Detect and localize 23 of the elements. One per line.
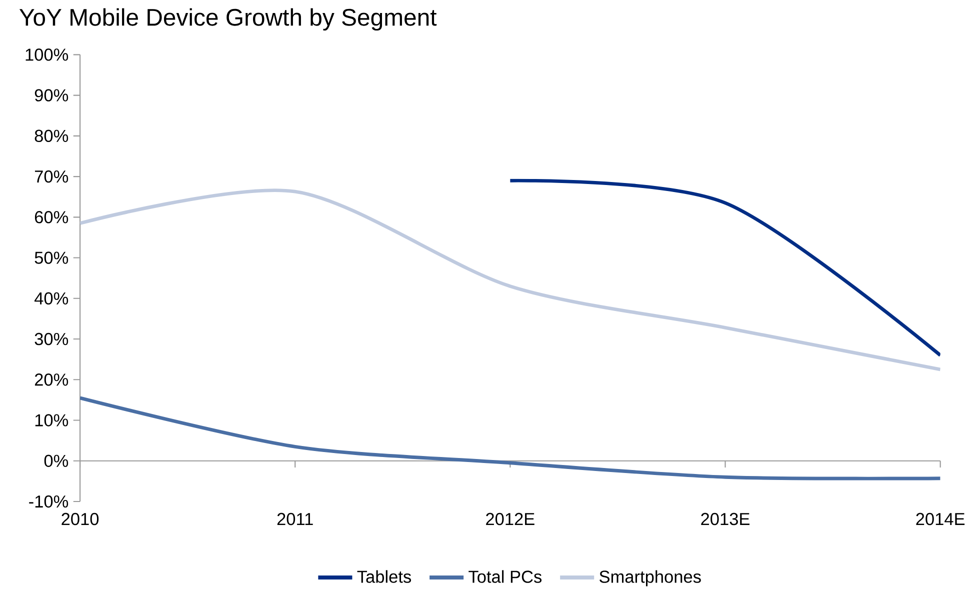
y-tick-label: 70%	[34, 170, 68, 183]
y-tick-label: 30%	[34, 332, 68, 346]
legend-label: Tablets	[357, 570, 411, 583]
y-tick-label: -10%	[29, 495, 68, 508]
y-tick-label: 40%	[34, 292, 68, 305]
x-tick-label: 2010	[62, 512, 99, 526]
legend-label: Total PCs	[468, 570, 542, 583]
y-tick-label: 20%	[34, 374, 68, 386]
x-tick-label: 2014E	[916, 512, 965, 526]
y-tick-label: 90%	[34, 89, 68, 102]
x-tick-label: 2011	[277, 512, 313, 526]
line-series	[80, 396, 940, 480]
y-tick-label: 50%	[34, 252, 68, 264]
y-tick-label: 80%	[34, 130, 68, 142]
y-tick-label: 60%	[34, 211, 68, 224]
legend-label: Smartphones	[600, 570, 701, 586]
y-tick-label: 100%	[26, 48, 68, 61]
y-tick-label: 10%	[35, 414, 68, 426]
x-tick-label: 2012E	[486, 512, 534, 526]
x-tick-label: 2013E	[701, 512, 750, 526]
line-series	[80, 188, 940, 372]
y-tick-label: 0%	[44, 454, 68, 468]
chart-title: YoY Mobile Device Growth by Segment	[19, 8, 437, 31]
